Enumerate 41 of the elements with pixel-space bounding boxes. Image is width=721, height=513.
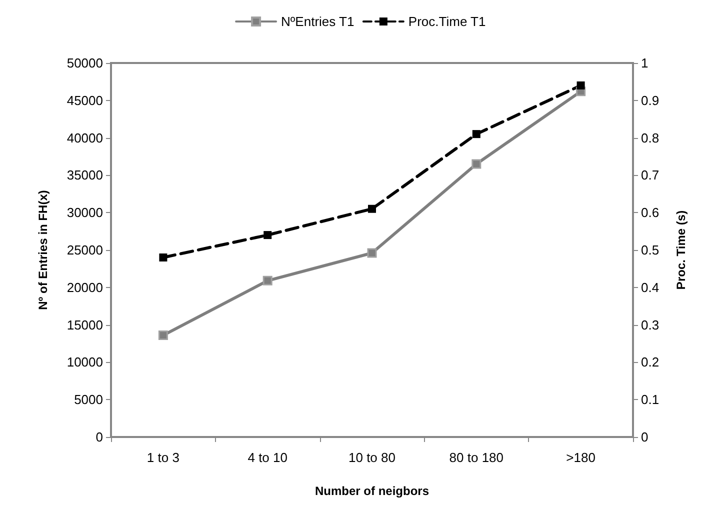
x-tick-label: >180 xyxy=(566,450,596,465)
y-tick-label: 35000 xyxy=(66,168,103,183)
y-tick-label: 10000 xyxy=(66,354,103,370)
y2-tick-label: 0.8 xyxy=(641,130,660,146)
y2-tick-label: 0 xyxy=(641,430,648,444)
point xyxy=(159,253,168,262)
y-tick-label: 5000 xyxy=(74,392,103,408)
point xyxy=(264,231,272,240)
point xyxy=(472,130,480,138)
y-tick-label: 15000 xyxy=(66,317,103,332)
y2-axis-title: Proc. Time (s) xyxy=(674,210,688,290)
y-tick-label: 50000 xyxy=(66,56,103,70)
x-tick-label: 4 to 10 xyxy=(248,450,288,465)
y-tick-label: 20000 xyxy=(66,280,103,295)
y-tick-label: 45000 xyxy=(66,92,103,108)
point xyxy=(158,330,168,340)
y2-tick-label: 0.3 xyxy=(641,317,660,332)
x-tick-label: 10 to 80 xyxy=(348,450,396,465)
y-tick-label: 25000 xyxy=(66,242,103,258)
x-axis-title: Number of neigbors xyxy=(314,484,430,498)
y2-tick-label: 0.1 xyxy=(641,392,660,408)
point xyxy=(576,81,585,90)
y-tick-label: 30000 xyxy=(66,205,103,220)
y2-tick-label: 1 xyxy=(641,56,648,70)
point xyxy=(472,159,482,169)
x-tick-label: 80 to 180 xyxy=(449,450,504,465)
y2-tick-label: 0.9 xyxy=(641,92,660,108)
y2-tick-label: 0.6 xyxy=(641,205,660,220)
y-tick-label: 40000 xyxy=(66,130,103,146)
y2-tick-label: 0.4 xyxy=(641,280,660,295)
legend-label: NºEntries T1 xyxy=(281,14,354,29)
legend-label: Proc.Time T1 xyxy=(408,14,486,29)
y-axis-title: Nº of Entries in FH(x) xyxy=(36,190,50,310)
y2-tick-label: 0.5 xyxy=(641,242,660,258)
point xyxy=(368,204,376,213)
y2-tick-label: 0.2 xyxy=(641,354,660,370)
point xyxy=(367,248,377,258)
y-tick-label: 0 xyxy=(96,430,103,444)
point xyxy=(262,276,272,286)
x-tick-label: 1 to 3 xyxy=(146,450,180,465)
y2-tick-label: 0.7 xyxy=(641,168,660,183)
